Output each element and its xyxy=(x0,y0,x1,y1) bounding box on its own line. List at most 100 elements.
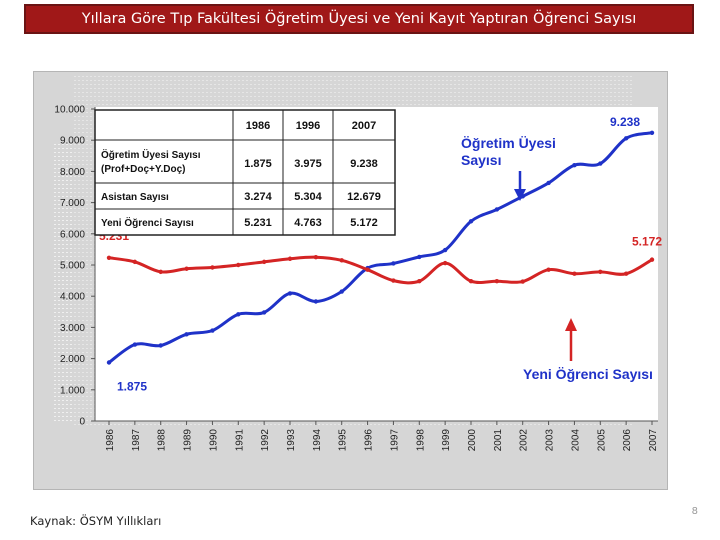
x-tick-label: 2004 xyxy=(570,429,581,452)
data-point xyxy=(546,180,551,186)
table-border xyxy=(94,109,396,236)
data-label: 9.238 xyxy=(610,115,640,129)
x-tick-label: 1990 xyxy=(208,429,219,452)
data-label: 1.875 xyxy=(117,380,147,394)
slide-title: Yıllara Göre Tıp Fakültesi Öğretim Üyesi… xyxy=(24,4,694,34)
data-point xyxy=(132,342,138,347)
data-point xyxy=(287,256,293,261)
y-tick-label: 3.000 xyxy=(60,323,85,334)
data-point xyxy=(287,291,293,296)
y-tick-label: 8.000 xyxy=(60,167,85,178)
data-point xyxy=(339,289,344,294)
data-point xyxy=(261,310,267,315)
data-point xyxy=(468,279,474,284)
y-tick-label: 6.000 xyxy=(60,229,85,240)
y-tick-label: 10.000 xyxy=(54,105,85,116)
x-tick-label: 1995 xyxy=(338,429,349,452)
table-cell: 4.763 xyxy=(294,217,322,229)
y-tick-label: 7.000 xyxy=(60,198,85,209)
x-tick-label: 1994 xyxy=(312,429,323,452)
x-tick-label: 1997 xyxy=(389,429,400,452)
data-point xyxy=(236,262,241,268)
arrow-students-head xyxy=(565,318,577,331)
table-col-header: 1996 xyxy=(296,120,320,132)
page-number: 8 xyxy=(691,506,698,517)
left-hatch-strip xyxy=(53,141,73,421)
series-layer xyxy=(106,130,655,365)
data-point xyxy=(184,332,189,337)
table-row-label-line: Öğretim Üyesi Sayısı xyxy=(101,148,201,161)
data-point xyxy=(468,219,474,224)
data-point xyxy=(132,259,138,265)
data-point xyxy=(417,254,422,260)
source-note: Kaynak: ÖSYM Yıllıkları xyxy=(30,514,162,528)
table-cell: 9.238 xyxy=(350,158,378,170)
data-point xyxy=(313,255,319,260)
data-point xyxy=(158,269,163,275)
data-point xyxy=(210,265,215,270)
x-tick-label: 2001 xyxy=(493,429,504,452)
x-tick-label: 1991 xyxy=(234,429,245,452)
annotation-line: Sayısı xyxy=(461,152,501,168)
x-tick-label: 1996 xyxy=(364,429,375,452)
table-col-header: 1986 xyxy=(246,120,270,132)
data-point xyxy=(649,130,655,135)
data-point xyxy=(210,328,215,333)
table-cell: 5.304 xyxy=(294,191,322,203)
data-point xyxy=(391,261,396,266)
x-tick-label: 2002 xyxy=(519,429,530,452)
x-tick-label: 1992 xyxy=(260,429,271,452)
annotation-students: Yeni Öğrenci Sayısı xyxy=(523,366,653,382)
arrow-faculty-head xyxy=(514,189,526,201)
data-point xyxy=(236,312,241,317)
data-point xyxy=(417,279,422,284)
y-tick-label: 2.000 xyxy=(60,354,85,365)
data-point xyxy=(106,255,112,260)
data-point xyxy=(391,278,396,283)
table-cell: 3.274 xyxy=(244,191,272,203)
y-tick-label: 5.000 xyxy=(60,261,85,272)
annotation-faculty: Öğretim Üyesi Sayısı xyxy=(461,135,560,168)
data-point xyxy=(365,267,370,272)
line-chart: 0 1.000 2.000 3.000 4.000 5.000 6.000 7.000 8.00… xyxy=(53,73,662,452)
table-row-label: Asistan Sayısı xyxy=(101,192,169,203)
x-tick-label: 2000 xyxy=(467,429,478,452)
y-tick-label: 4.000 xyxy=(60,292,85,303)
table-row-label: Yeni Öğrenci Sayısı xyxy=(101,216,194,229)
table-cell: 12.679 xyxy=(347,191,381,203)
data-point xyxy=(442,247,448,253)
data-point xyxy=(158,343,163,348)
x-tick-label: 1987 xyxy=(131,429,142,452)
table-cell: 1.875 xyxy=(244,158,272,170)
data-point xyxy=(442,260,448,266)
data-point xyxy=(623,271,629,276)
x-tick-label: 1998 xyxy=(415,429,426,452)
table-cell: 5.231 xyxy=(244,217,272,229)
data-point xyxy=(649,257,655,262)
data-point xyxy=(598,269,603,275)
series-line-0 xyxy=(107,131,654,364)
table-row-label-line: (Prof+Doç+Y.Doç) xyxy=(101,164,185,175)
x-tick-label: 1988 xyxy=(157,429,168,452)
x-tick-label: 2003 xyxy=(545,429,556,452)
y-tick-label: 0 xyxy=(79,417,85,428)
data-point xyxy=(520,279,525,284)
data-point xyxy=(572,162,577,168)
table-row-label: Öğretim Üyesi Sayısı (Prof+Doç+Y.Doç) xyxy=(101,148,203,175)
y-tick-label: 1.000 xyxy=(60,385,85,396)
data-point xyxy=(313,299,319,304)
data-point xyxy=(623,136,629,141)
x-tick-label: 1989 xyxy=(183,429,194,452)
table-col-header: 2007 xyxy=(352,120,376,132)
data-point xyxy=(572,271,577,276)
annotation-line: Öğretim Üyesi xyxy=(461,135,556,151)
x-tick-label: 2006 xyxy=(622,429,633,452)
data-point xyxy=(184,266,189,271)
x-tick-label: 2007 xyxy=(648,429,659,452)
data-point xyxy=(339,258,344,263)
x-tick-label: 2005 xyxy=(596,429,607,452)
x-tick-label: 1993 xyxy=(286,429,297,452)
data-point xyxy=(598,161,603,166)
data-table: 1986 1996 2007 Öğretim Üyesi Sayısı (Pro… xyxy=(94,109,396,236)
table-cell: 3.975 xyxy=(294,158,322,170)
